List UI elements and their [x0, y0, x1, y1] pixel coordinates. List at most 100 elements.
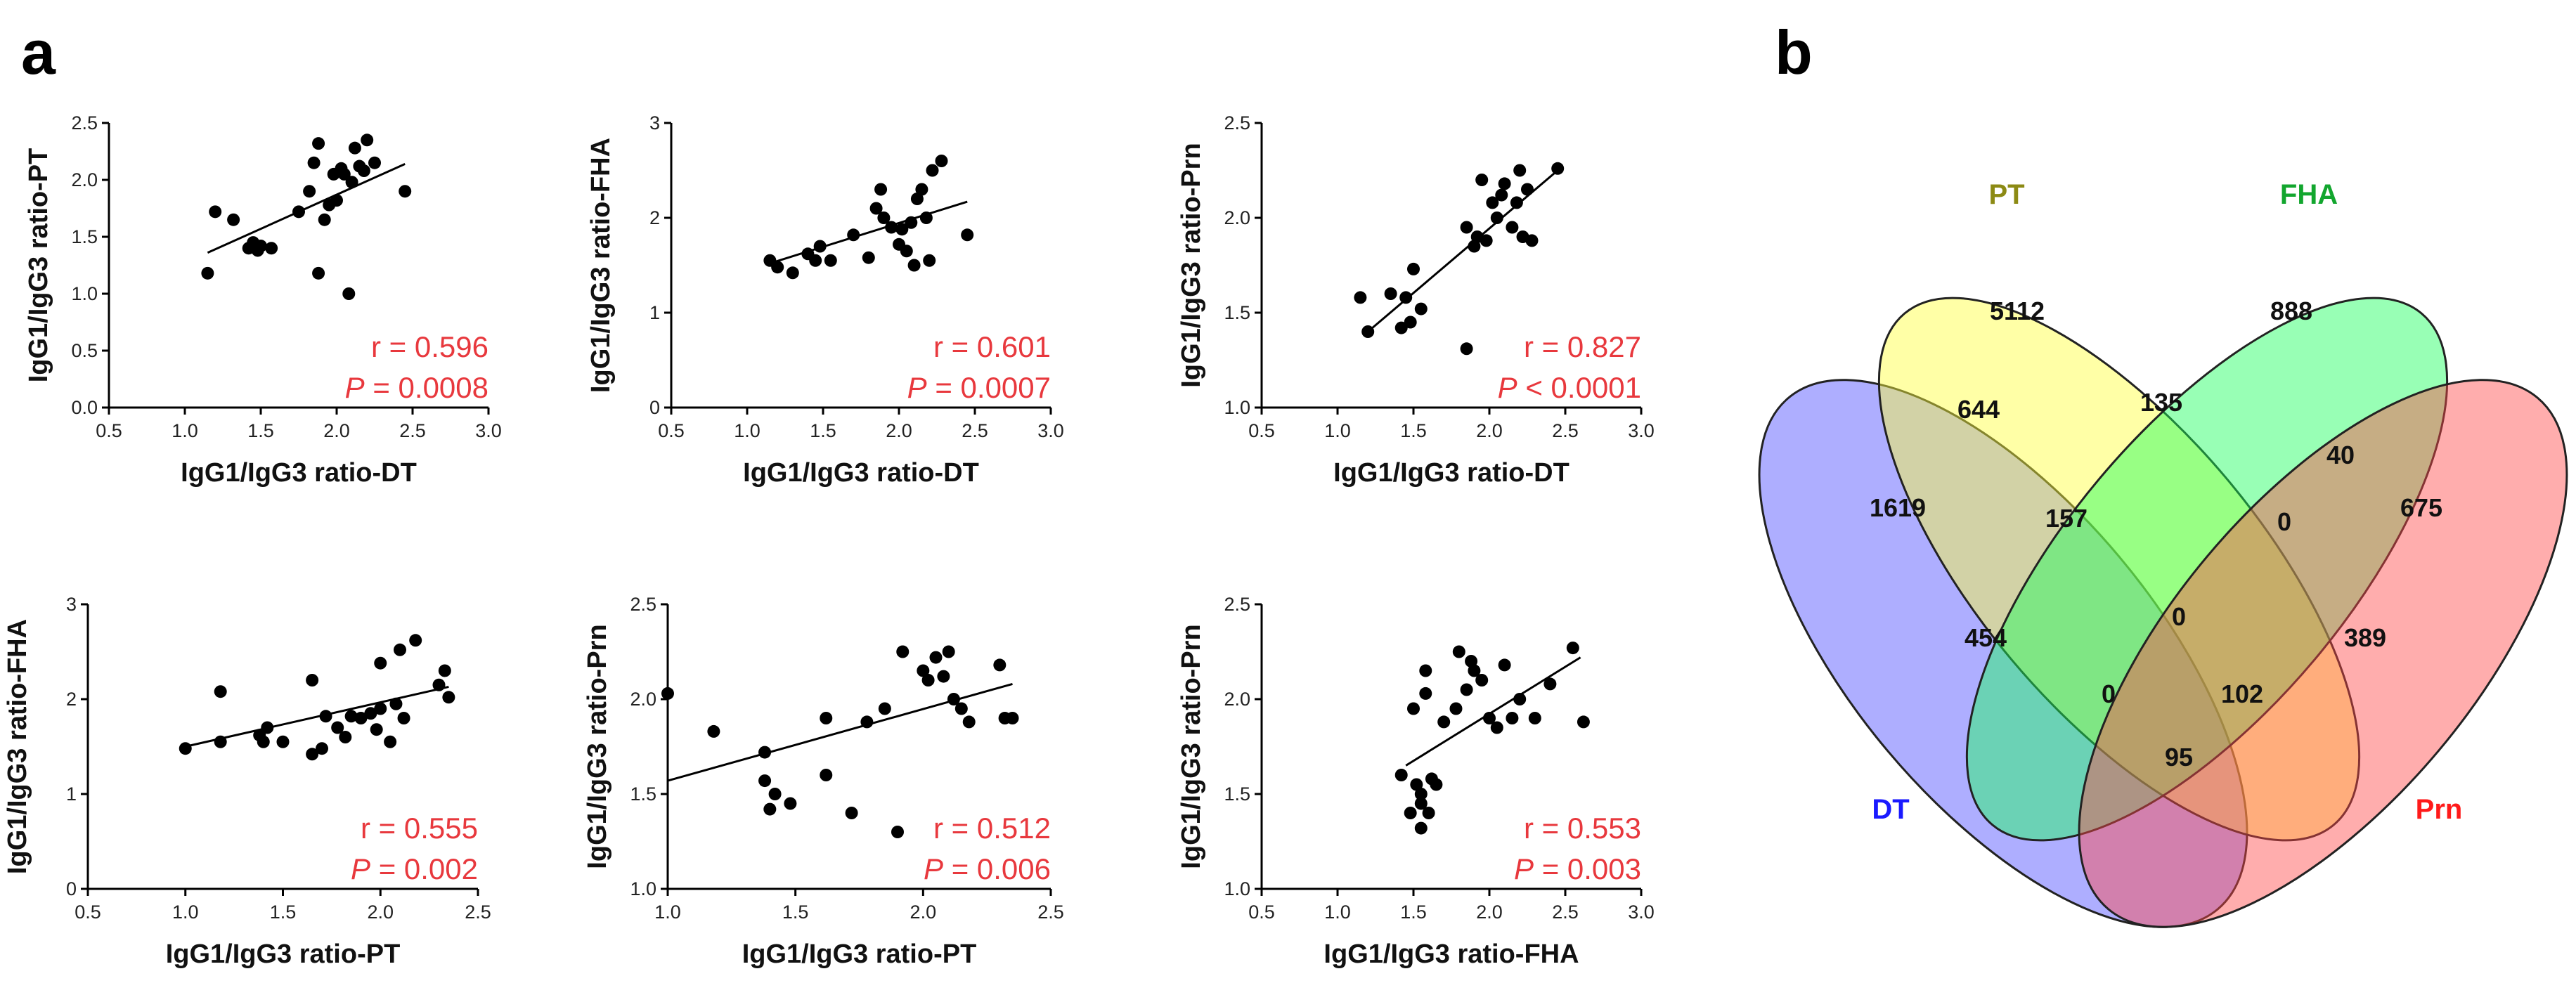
- data-point: [303, 185, 316, 198]
- y-axis-title: IgG1/IgG3 ratio-PT: [24, 148, 53, 383]
- x-tick-label: 1.0: [1324, 420, 1351, 441]
- venn-count-pt-fha: 135: [2140, 388, 2182, 417]
- data-point: [786, 266, 799, 280]
- data-point: [1404, 807, 1417, 819]
- data-point: [1475, 174, 1489, 186]
- x-tick-label: 1.0: [172, 902, 199, 923]
- data-point: [1483, 712, 1496, 724]
- p-value: P = 0.006: [924, 852, 1051, 885]
- set-label-fha: FHA: [2280, 179, 2338, 210]
- y-tick-label: 2.5: [1224, 112, 1250, 134]
- venn-count-dt-pt-fha: 157: [2045, 504, 2088, 533]
- r-value: r = 0.827: [1524, 330, 1641, 363]
- data-point: [896, 645, 910, 658]
- r-value: r = 0.553: [1524, 812, 1641, 845]
- data-point: [292, 205, 305, 219]
- data-point: [330, 194, 343, 207]
- data-point: [954, 702, 968, 715]
- data-point: [1414, 788, 1428, 800]
- p-value: P = 0.003: [1514, 852, 1641, 885]
- x-tick-label: 3.0: [475, 420, 502, 441]
- x-tick-label: 0.5: [658, 420, 685, 441]
- r-value: r = 0.601: [933, 330, 1051, 363]
- data-point: [1490, 721, 1503, 734]
- data-point: [1513, 693, 1527, 705]
- x-tick-label: 0.5: [1248, 902, 1275, 923]
- x-axis-title: IgG1/IgG3 ratio-FHA: [1323, 939, 1579, 969]
- data-point: [1495, 188, 1508, 202]
- data-point: [331, 721, 344, 734]
- venn-count-prn-only: 675: [2400, 493, 2442, 522]
- venn-ellipse-prn: [2078, 379, 2568, 928]
- data-point: [820, 712, 833, 724]
- x-tick-label: 2.5: [1552, 902, 1579, 923]
- data-point: [257, 735, 270, 748]
- x-tick-label: 0.5: [1248, 420, 1275, 441]
- data-point: [1521, 183, 1534, 196]
- p-value: P = 0.002: [351, 852, 478, 885]
- venn-count-dt-fha: 454: [1965, 623, 2007, 652]
- data-point: [1422, 807, 1435, 819]
- scatter-plots: 0.5 1.0 1.5 2.0 2.5 3.00.00.51.01.52.02.5IgG1…: [3, 112, 1655, 969]
- y-axis-title: IgG1/IgG3 ratio-FHA: [3, 619, 32, 874]
- x-tick-label: 0.5: [96, 420, 122, 441]
- data-point: [910, 193, 924, 205]
- x-tick-label: 1.0: [734, 420, 760, 441]
- venn-count-dt-only: 1619: [1870, 493, 1926, 522]
- y-tick-label: 3: [649, 112, 660, 134]
- x-tick-label: 1.5: [810, 420, 836, 441]
- data-point: [1361, 325, 1375, 338]
- data-point: [1006, 712, 1019, 724]
- data-point: [364, 707, 377, 720]
- y-tick-label: 1.0: [630, 878, 656, 899]
- data-point: [1410, 778, 1423, 791]
- data-point: [1399, 291, 1413, 304]
- y-tick-label: 1.0: [1224, 397, 1250, 418]
- data-point: [820, 769, 833, 781]
- data-point: [337, 167, 351, 181]
- data-point: [937, 670, 950, 683]
- y-tick-label: 2.0: [630, 689, 656, 710]
- x-axis-title: IgG1/IgG3 ratio-DT: [1333, 458, 1569, 488]
- data-point: [368, 156, 381, 169]
- data-point: [847, 228, 860, 242]
- x-tick-label: 1.0: [654, 902, 681, 923]
- data-point: [1486, 196, 1499, 209]
- data-point: [1468, 240, 1481, 253]
- data-point: [312, 266, 325, 280]
- x-tick-label: 1.5: [1400, 902, 1427, 923]
- data-point: [1525, 234, 1539, 247]
- data-point: [993, 658, 1007, 672]
- data-point: [947, 693, 960, 705]
- data-point: [370, 723, 383, 736]
- data-point: [891, 826, 904, 838]
- data-point: [915, 183, 928, 196]
- data-point: [1460, 342, 1473, 356]
- data-point: [1414, 821, 1428, 835]
- r-value: r = 0.512: [933, 812, 1051, 845]
- venn-count-dt-fha-prn: 102: [2221, 679, 2263, 708]
- data-point: [442, 691, 455, 704]
- data-point: [1452, 645, 1465, 658]
- data-point: [895, 223, 909, 236]
- data-point: [1354, 291, 1367, 304]
- venn-count-pt-only: 5112: [1990, 297, 2045, 325]
- x-axis-title: IgG1/IgG3 ratio-PT: [166, 939, 401, 969]
- data-point: [900, 245, 913, 258]
- data-point: [935, 155, 948, 167]
- data-point: [763, 802, 777, 816]
- data-point: [345, 176, 358, 189]
- data-point: [409, 634, 422, 647]
- y-tick-label: 1: [66, 783, 77, 805]
- data-point: [312, 137, 325, 150]
- scatter-plot-4: 0.5 1.0 1.5 2.0 2.5 0 1 2 3 IgG1/IgG3 ratio-PT IgG…: [3, 594, 491, 969]
- data-point: [862, 251, 875, 264]
- scatter-plot-1: 0.5 1.0 1.5 2.0 2.5 3.00.00.51.01.52.02.5IgG1…: [24, 112, 502, 488]
- data-point: [374, 656, 387, 670]
- r-value: r = 0.596: [371, 330, 488, 363]
- data-point: [768, 788, 782, 800]
- data-point: [905, 216, 918, 229]
- p-value: P < 0.0001: [1498, 371, 1641, 404]
- data-point: [201, 266, 214, 280]
- data-point: [824, 254, 837, 267]
